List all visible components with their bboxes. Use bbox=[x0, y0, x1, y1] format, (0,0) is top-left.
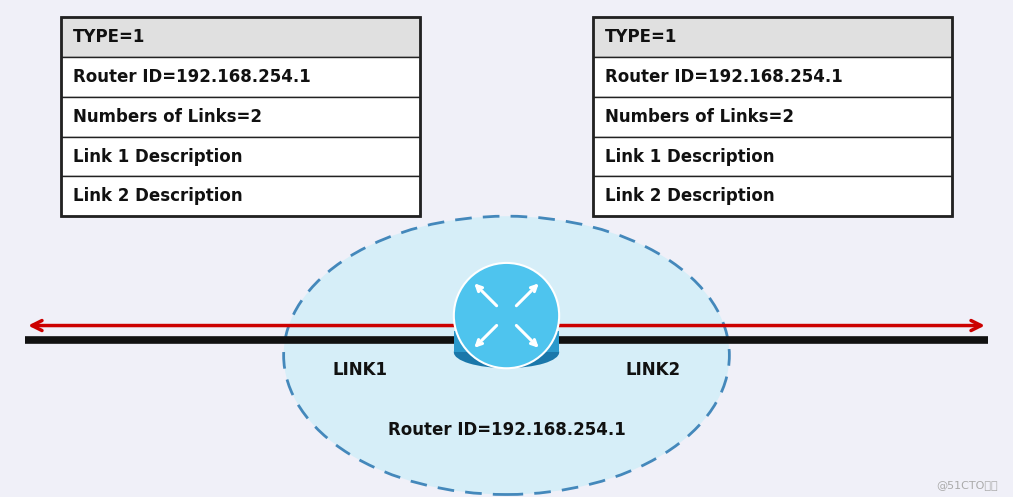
FancyBboxPatch shape bbox=[593, 17, 952, 57]
Text: TYPE=1: TYPE=1 bbox=[605, 28, 677, 46]
FancyBboxPatch shape bbox=[61, 57, 420, 97]
Text: LINK2: LINK2 bbox=[626, 361, 681, 379]
FancyBboxPatch shape bbox=[593, 176, 952, 216]
FancyBboxPatch shape bbox=[61, 137, 420, 176]
Text: Link 2 Description: Link 2 Description bbox=[605, 187, 774, 205]
FancyBboxPatch shape bbox=[593, 97, 952, 137]
Text: TYPE=1: TYPE=1 bbox=[73, 28, 145, 46]
Text: @51CTO博客: @51CTO博客 bbox=[936, 480, 998, 490]
Ellipse shape bbox=[284, 216, 729, 495]
Ellipse shape bbox=[454, 336, 559, 368]
FancyBboxPatch shape bbox=[593, 137, 952, 176]
Text: Router ID=192.168.254.1: Router ID=192.168.254.1 bbox=[605, 68, 843, 86]
FancyBboxPatch shape bbox=[61, 176, 420, 216]
Text: Link 2 Description: Link 2 Description bbox=[73, 187, 242, 205]
FancyBboxPatch shape bbox=[454, 331, 559, 352]
Text: Link 1 Description: Link 1 Description bbox=[605, 148, 774, 166]
Ellipse shape bbox=[454, 263, 559, 368]
FancyBboxPatch shape bbox=[61, 97, 420, 137]
Text: Link 1 Description: Link 1 Description bbox=[73, 148, 242, 166]
Text: Numbers of Links=2: Numbers of Links=2 bbox=[605, 108, 794, 126]
Text: Numbers of Links=2: Numbers of Links=2 bbox=[73, 108, 262, 126]
FancyBboxPatch shape bbox=[593, 57, 952, 97]
Text: Router ID=192.168.254.1: Router ID=192.168.254.1 bbox=[73, 68, 311, 86]
Text: LINK1: LINK1 bbox=[332, 361, 387, 379]
FancyBboxPatch shape bbox=[61, 17, 420, 57]
Text: Router ID=192.168.254.1: Router ID=192.168.254.1 bbox=[388, 421, 625, 439]
